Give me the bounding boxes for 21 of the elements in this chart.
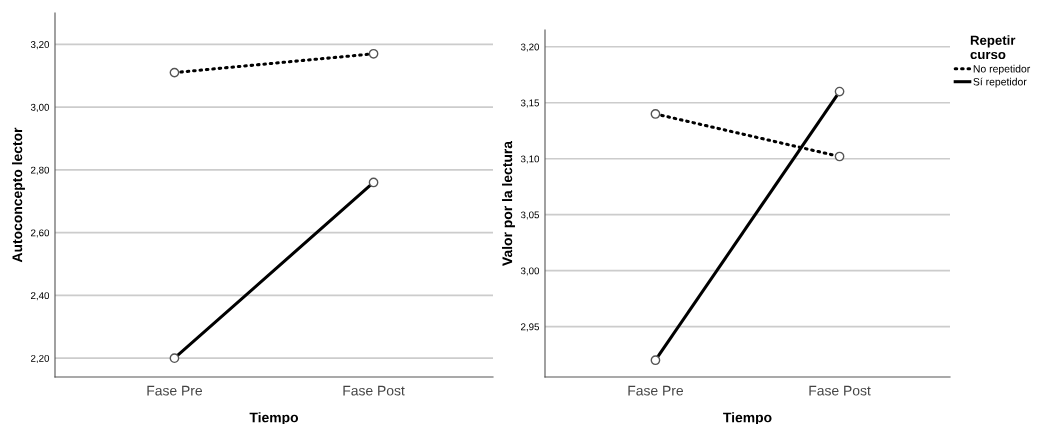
y-tick-label: 3,00 (520, 267, 540, 276)
y-tick-label: 2,20 (31, 354, 50, 363)
y-tick-label: 3,05 (520, 211, 540, 220)
y-tick-label: 3,10 (520, 155, 540, 164)
y-tick-label: 2,95 (521, 323, 540, 332)
y-tick-label: 2,60 (31, 229, 50, 238)
y-tick-label: 3,00 (30, 103, 50, 112)
y-axis-title: Valor por la lectura (502, 140, 515, 266)
y-tick-label: 2,40 (31, 292, 50, 301)
x-tick-label: Fase Post (809, 385, 871, 396)
x-tick-label: Fase Post (343, 385, 405, 396)
legend-label: No repetidor (973, 64, 1031, 75)
y-tick-label: 3,15 (520, 99, 540, 108)
x-tick-label: Fase Pre (147, 385, 203, 396)
legend-title: Repetir curso (970, 35, 1016, 60)
x-tick-label: Fase Pre (628, 385, 684, 396)
y-axis-title: Autoconcepto lector (12, 127, 25, 263)
legend-label: Sí repetidor (973, 77, 1027, 88)
y-tick-label: 3,20 (520, 43, 540, 52)
y-tick-label: 3,20 (30, 41, 50, 50)
y-tick-label: 2,80 (31, 166, 50, 175)
